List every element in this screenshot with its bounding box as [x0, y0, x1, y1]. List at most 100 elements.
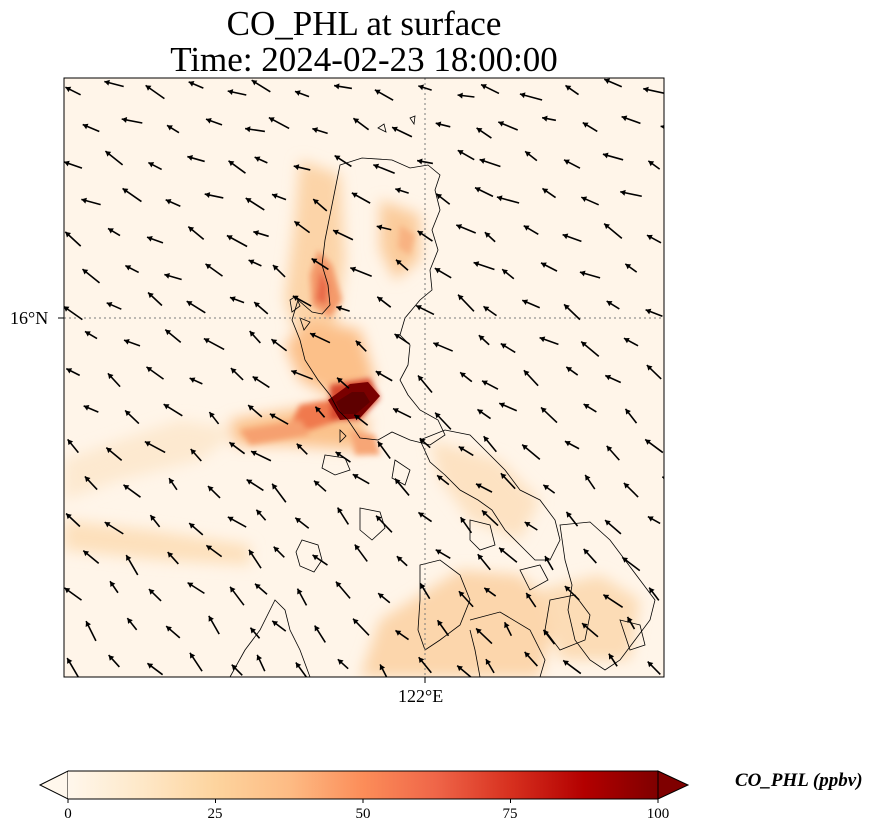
wind-arrow-shaft — [666, 328, 679, 342]
wind-arrow-head — [64, 306, 70, 312]
wind-arrow-head — [110, 581, 116, 588]
wind-arrow-head — [205, 263, 212, 270]
wind-arrow-shaft — [249, 702, 261, 713]
wind-arrow-head — [379, 664, 386, 671]
wind-arrow-head — [377, 441, 384, 448]
wind-arrow-head — [66, 368, 73, 374]
coastlines — [229, 115, 656, 677]
wind-arrow-head — [524, 651, 531, 658]
wind-arrow-head — [337, 377, 343, 384]
wind-arrow-head — [584, 694, 589, 700]
wind-arrow-head — [691, 485, 696, 491]
wind-arrow-head — [144, 441, 151, 447]
wind-arrow-head — [207, 690, 212, 696]
wind-arrow-head — [602, 152, 609, 159]
wind-arrow-head — [643, 86, 649, 93]
wind-arrow-head — [230, 368, 237, 374]
wind-arrow-head — [504, 622, 510, 629]
wind-arrow-head — [660, 124, 664, 130]
wind-arrow-head — [688, 618, 694, 623]
wind-arrow-shaft — [690, 559, 703, 572]
wind-arrow-head — [687, 336, 693, 341]
colorbar-tick-label: 0 — [64, 806, 72, 822]
wind-arrow-head — [226, 235, 233, 241]
wind-arrow-head — [105, 151, 112, 157]
wind-arrow-head — [625, 408, 631, 415]
wind-arrow-head — [334, 83, 340, 90]
wind-arrow-shaft — [542, 689, 556, 703]
wind-arrow-head — [190, 449, 197, 455]
wind-arrow-head — [417, 230, 424, 237]
wind-arrow-shaft — [665, 699, 679, 712]
wind-arrow-head — [522, 444, 528, 451]
wind-arrow-head — [540, 262, 547, 268]
wind-arrow-head — [437, 620, 443, 627]
wind-arrow-head — [126, 555, 132, 561]
wind-arrow-head — [394, 333, 401, 340]
wind-arrow-head — [500, 343, 507, 349]
wind-arrow-shaft — [689, 117, 703, 125]
wind-arrow-head — [333, 229, 339, 236]
wind-arrow-shaft — [169, 697, 178, 715]
wind-arrow-head — [294, 221, 301, 227]
wind-arrow-head — [435, 549, 442, 555]
wind-arrow-head — [335, 451, 342, 458]
wind-arrow-head — [148, 589, 155, 595]
wind-arrow-head — [294, 90, 301, 96]
wind-arrow-head — [207, 486, 214, 492]
wind-arrow-head — [204, 192, 211, 199]
wind-arrow-shaft — [663, 273, 664, 274]
wind-arrow-head — [663, 402, 664, 403]
wind-arrow-head — [670, 154, 676, 159]
wind-arrow-head — [353, 618, 359, 625]
wind-arrow-head — [376, 515, 382, 522]
wind-arrow-shaft — [674, 651, 683, 670]
wind-arrow-head — [484, 587, 491, 594]
wind-arrow-head — [583, 404, 590, 410]
wind-arrow-head — [484, 232, 491, 238]
wind-arrow-head — [67, 658, 73, 664]
wind-arrow-shaft — [481, 689, 487, 702]
wind-arrow-head — [392, 126, 398, 133]
wind-arrow-shaft — [691, 485, 701, 498]
colorbar-tick-label: 50 — [355, 806, 371, 822]
wind-arrow-head — [648, 160, 655, 167]
wind-arrow-head — [418, 512, 425, 518]
wind-arrow-head — [436, 193, 443, 200]
wind-arrow-head — [523, 225, 530, 231]
wind-arrow-head — [475, 187, 481, 193]
wind-arrow-head — [522, 299, 529, 305]
wind-arrow-head — [672, 522, 678, 528]
wind-arrow-head — [690, 688, 695, 694]
wind-arrow-head — [355, 340, 362, 347]
wind-arrow-head — [291, 369, 298, 376]
wind-arrow-head — [437, 475, 443, 481]
wind-arrow-shaft — [274, 692, 283, 709]
wind-arrow-head — [605, 374, 612, 381]
latitude-tick-label: 16°N — [10, 308, 49, 328]
wind-arrow-shaft — [87, 699, 95, 711]
wind-arrow-head — [297, 588, 303, 595]
wind-arrow-head — [126, 692, 132, 698]
wind-arrow-head — [666, 625, 672, 631]
wind-arrow-head — [565, 85, 572, 91]
wind-arrow-shaft — [671, 581, 685, 593]
wind-arrow-head — [523, 370, 530, 376]
wind-arrow-head — [254, 302, 260, 308]
wind-arrow-head — [477, 409, 484, 415]
wind-arrow-head — [167, 552, 174, 558]
wind-arrow-head — [665, 699, 671, 705]
wind-arrow-head — [84, 476, 91, 483]
wind-arrow-shaft — [688, 192, 705, 198]
wind-arrow-shaft — [668, 551, 676, 564]
wind-arrow-head — [581, 196, 588, 202]
colorbar-tick-label: 100 — [646, 806, 670, 822]
wind-arrow-head — [203, 338, 210, 344]
wind-arrow-head — [229, 296, 236, 302]
wind-arrow-head — [251, 450, 257, 457]
wind-arrow-head — [248, 549, 255, 556]
wind-arrow-head — [526, 592, 532, 599]
wind-arrow-head — [457, 150, 464, 156]
wind-arrow-head — [483, 306, 490, 312]
wind-arrow-head — [164, 273, 170, 279]
